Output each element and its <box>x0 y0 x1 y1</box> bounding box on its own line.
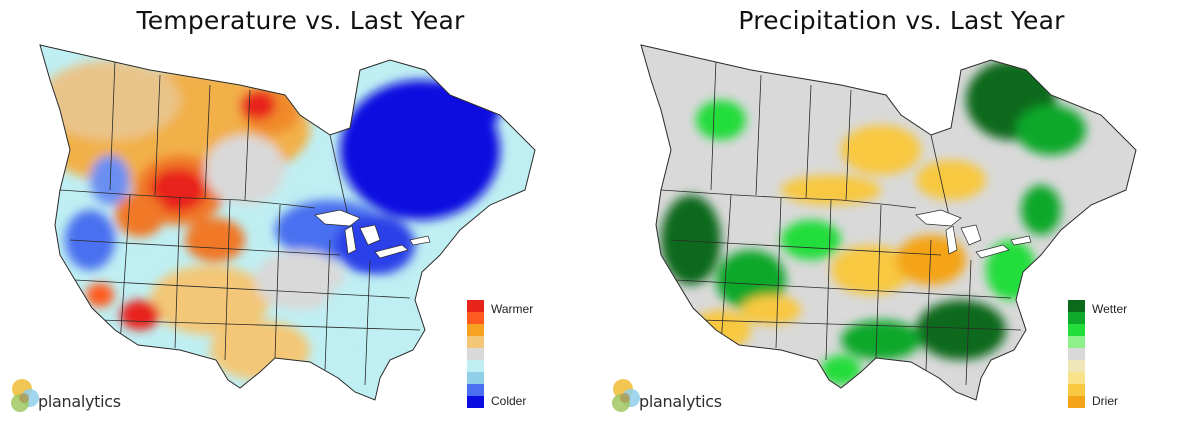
planalytics-logo-text: planalytics <box>639 392 722 411</box>
precipitation-legend: Wetter Drier <box>1068 300 1148 412</box>
temperature-panel: Temperature vs. Last Year <box>10 6 547 416</box>
legend-swatch <box>1068 396 1085 408</box>
legend-swatch <box>467 336 484 348</box>
legend-swatch <box>467 396 484 408</box>
planalytics-logo: planalytics <box>611 376 722 416</box>
planalytics-logo-icon <box>612 379 640 412</box>
legend-swatch <box>467 312 484 324</box>
planalytics-logo: planalytics <box>10 376 121 416</box>
legend-colder-label: Colder <box>491 394 527 408</box>
legend-swatch <box>467 324 484 336</box>
legend-swatch <box>467 348 484 360</box>
legend-drier-label: Drier <box>1092 394 1118 408</box>
legend-swatch <box>1068 300 1085 312</box>
legend-swatch <box>1068 384 1085 396</box>
legend-swatch <box>467 360 484 372</box>
legend-swatch <box>1068 360 1085 372</box>
temperature-map <box>39 44 536 401</box>
legend-wetter-label: Wetter <box>1092 302 1128 316</box>
legend-swatch <box>1068 312 1085 324</box>
temperature-map-title: Temperature vs. Last Year <box>136 6 465 35</box>
precipitation-map <box>640 44 1137 401</box>
legend-swatch <box>467 372 484 384</box>
legend-warmer-label: Warmer <box>491 302 534 316</box>
precipitation-panel: Precipitation vs. Last Year <box>601 0 1202 423</box>
legend-swatch <box>1068 348 1085 360</box>
legend-swatch <box>1068 372 1085 384</box>
legend-swatch <box>1068 336 1085 348</box>
legend-swatch <box>467 384 484 396</box>
planalytics-logo-icon <box>11 379 39 412</box>
legend-swatch <box>1068 324 1085 336</box>
precipitation-map-title: Precipitation vs. Last Year <box>738 6 1065 35</box>
legend-swatch <box>467 300 484 312</box>
planalytics-logo-text: planalytics <box>38 392 121 411</box>
temperature-legend: Warmer Colder <box>467 300 547 412</box>
